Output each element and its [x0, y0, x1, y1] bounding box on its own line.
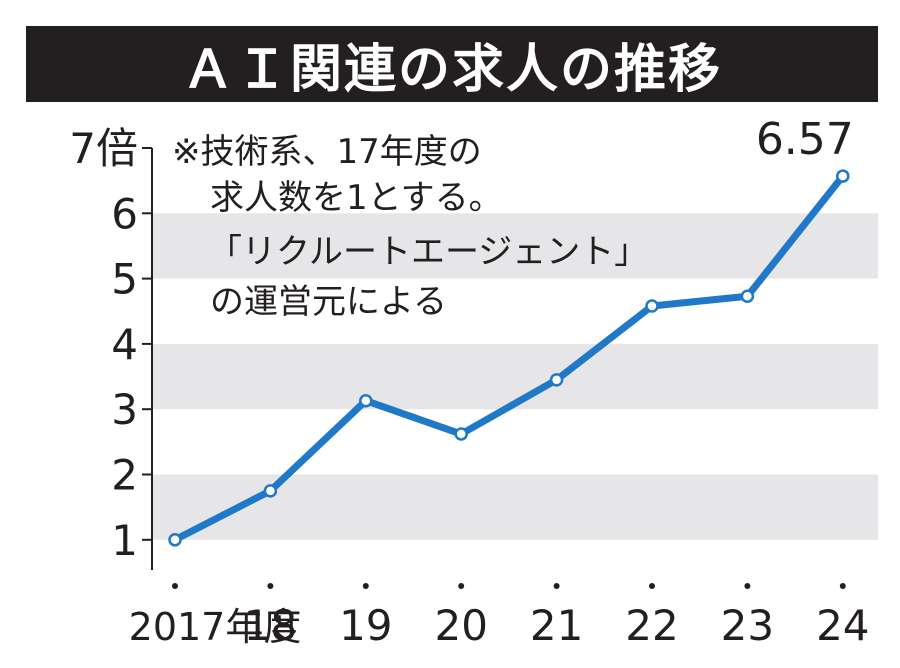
y-tick-label-2: 2 [111, 451, 138, 500]
x-tick-dot-7 [839, 583, 846, 589]
data-point-1 [263, 484, 278, 498]
grid-bands [152, 213, 878, 540]
data-point-5 [645, 299, 659, 313]
data-series [168, 169, 850, 547]
data-point-4 [549, 373, 564, 387]
x-tick-dot-6 [744, 583, 751, 589]
y-tick-label-5: 5 [111, 255, 138, 304]
y-tick-label-6: 6 [111, 189, 138, 238]
x-tick-dot-2 [362, 583, 369, 589]
data-point-7 [836, 169, 850, 183]
data-point-2 [359, 393, 373, 408]
note-line-4: の運営元による [210, 282, 447, 322]
x-tick-label-0: 2017年度 [129, 605, 302, 649]
x-tick-label-5: 22 [625, 601, 678, 650]
x-tick-dot-0 [172, 583, 178, 589]
x-tick-dot-1 [267, 583, 274, 589]
y-tick-label-4: 4 [111, 320, 138, 369]
x-tick-label-6: 23 [721, 601, 774, 650]
x-tick-label-7: 24 [816, 601, 869, 650]
data-labels: 6.57 [756, 114, 854, 165]
x-tick-label-1: 18 [244, 601, 297, 650]
data-point-0 [168, 533, 182, 547]
note-line-2: 求人数を1とする。 [210, 178, 503, 218]
y-tick-label-1: 1 [111, 516, 138, 565]
grid-band-1 [152, 474, 878, 540]
x-tick-dot-4 [553, 583, 560, 589]
x-tick-dot-3 [458, 583, 465, 589]
chart-title-bar: ＡＩ関連の求人の推移 [26, 26, 878, 102]
data-label-last: 6.57 [756, 114, 854, 165]
y-tick-label-7: 7倍 [69, 124, 138, 173]
x-tick-dot-5 [649, 583, 655, 589]
y-ticks: 1 2 3 4 5 6 7倍 [69, 124, 152, 565]
data-point-6 [740, 289, 755, 303]
note-line-1: ※技術系、17年度の [172, 132, 482, 172]
series-line [171, 172, 847, 544]
x-tick-label-2: 19 [339, 601, 392, 650]
grid-band-3 [152, 213, 878, 279]
y-tick-label-3: 3 [111, 385, 138, 434]
chart-title: ＡＩ関連の求人の推移 [181, 39, 722, 100]
data-point-3 [454, 427, 468, 441]
grid-band-2 [152, 343, 878, 410]
note-line-3: 「リクルートエージェント」 [208, 232, 649, 272]
x-tick-label-4: 21 [530, 601, 583, 650]
x-tick-label-3: 20 [434, 601, 487, 650]
